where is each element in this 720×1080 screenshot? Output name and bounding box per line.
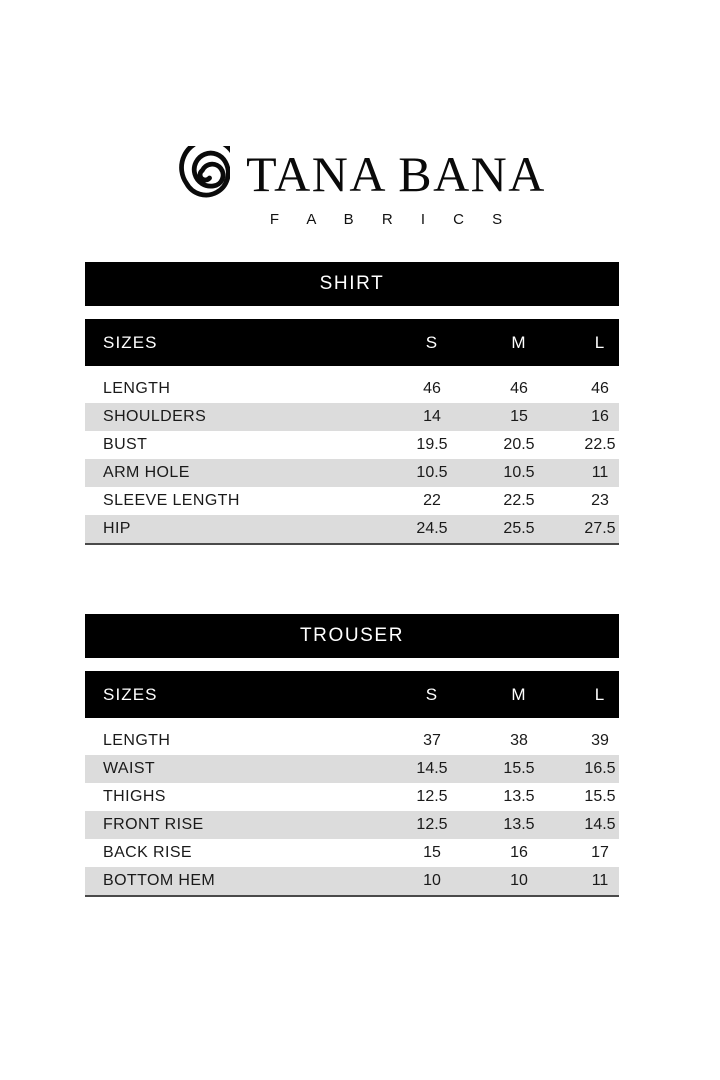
row-value-l: 11: [591, 872, 609, 889]
row-value-l: 22.5: [584, 436, 616, 453]
section-title-trouser: TROUSER: [85, 614, 619, 658]
row-value-l: 27.5: [584, 520, 616, 537]
column-header-s: S: [425, 332, 439, 352]
row-label: BUST: [103, 436, 148, 453]
sizes-label: SIZES: [103, 684, 158, 704]
table-row: FRONT RISE 12.5 13.5 14.5: [85, 811, 619, 839]
row-label: LENGTH: [103, 380, 171, 397]
row-value-s: 15: [423, 844, 441, 861]
row-value-m: 15.5: [503, 760, 535, 777]
row-value-m: 16: [510, 844, 528, 861]
row-label: FRONT RISE: [103, 816, 204, 833]
table-row: BUST 19.5 20.5 22.5: [85, 431, 619, 459]
row-value-l: 23: [591, 492, 609, 509]
row-label: SHOULDERS: [103, 408, 207, 425]
table-row: ARM HOLE 10.5 10.5 11: [85, 459, 619, 487]
sizes-header-trouser: SIZES S M L: [85, 671, 619, 718]
column-header-m: M: [511, 332, 527, 352]
row-label: LENGTH: [103, 732, 171, 749]
table-row: WAIST 14.5 15.5 16.5: [85, 755, 619, 783]
row-value-s: 14.5: [416, 760, 448, 777]
column-header-s: S: [425, 684, 439, 704]
row-value-l: 16.5: [584, 760, 616, 777]
row-value-l: 11: [591, 464, 609, 481]
brand-tagline: F A B R I C S: [269, 211, 515, 228]
row-value-l: 17: [591, 844, 609, 861]
row-value-m: 10.5: [503, 464, 535, 481]
row-value-m: 13.5: [503, 816, 535, 833]
table-row: THIGHS 12.5 13.5 15.5: [85, 783, 619, 811]
row-label: BOTTOM HEM: [103, 872, 216, 889]
table-row: SHOULDERS 14 15 16: [85, 403, 619, 431]
row-value-s: 22: [423, 492, 441, 509]
sizes-header-shirt: SIZES S M L: [85, 319, 619, 366]
row-value-m: 38: [510, 732, 528, 749]
row-label: HIP: [103, 520, 131, 537]
row-value-s: 10: [423, 872, 441, 889]
row-value-m: 46: [510, 380, 528, 397]
logo-row: TANA BANA: [174, 146, 546, 202]
spiral-icon: [179, 146, 231, 198]
row-value-l: 15.5: [584, 788, 616, 805]
row-value-m: 22.5: [503, 492, 535, 509]
table-row: LENGTH 46 46 46: [85, 375, 619, 403]
table-row: BACK RISE 15 16 17: [85, 839, 619, 867]
row-value-m: 15: [510, 408, 528, 425]
table-row: SLEEVE LENGTH 22 22.5 23: [85, 487, 619, 515]
brand-name: TANA BANA: [246, 146, 546, 202]
row-label: THIGHS: [103, 788, 166, 805]
row-value-s: 12.5: [416, 816, 448, 833]
row-value-s: 14: [423, 408, 441, 425]
row-label: WAIST: [103, 760, 156, 777]
row-value-l: 46: [591, 380, 609, 397]
sizes-label: SIZES: [103, 332, 158, 352]
row-value-s: 24.5: [416, 520, 448, 537]
row-label: SLEEVE LENGTH: [103, 492, 240, 509]
trouser-rows: LENGTH 37 38 39 WAIST 14.5 15.5 16.5 THI…: [85, 727, 619, 897]
shirt-rows: LENGTH 46 46 46 SHOULDERS 14 15 16 BUST …: [85, 375, 619, 545]
row-value-s: 19.5: [416, 436, 448, 453]
row-value-m: 25.5: [503, 520, 535, 537]
row-value-m: 13.5: [503, 788, 535, 805]
table-row: LENGTH 37 38 39: [85, 727, 619, 755]
column-header-m: M: [511, 684, 527, 704]
column-header-l: L: [594, 684, 606, 704]
row-value-l: 16: [591, 408, 609, 425]
row-value-l: 14.5: [584, 816, 616, 833]
table-row: HIP 24.5 25.5 27.5: [85, 515, 619, 543]
row-value-s: 37: [423, 732, 441, 749]
row-value-s: 46: [423, 380, 441, 397]
section-title-shirt: SHIRT: [85, 262, 619, 306]
row-label: BACK RISE: [103, 844, 192, 861]
row-label: ARM HOLE: [103, 464, 190, 481]
trouser-size-table: TROUSER SIZES S M L LENGTH 37 38 39 WAIS…: [85, 614, 619, 897]
column-header-l: L: [594, 332, 606, 352]
row-value-m: 20.5: [503, 436, 535, 453]
shirt-size-table: SHIRT SIZES S M L LENGTH 46 46 46 SHOULD…: [85, 262, 619, 545]
brand-logo: TANA BANA F A B R I C S: [0, 146, 720, 228]
row-value-s: 10.5: [416, 464, 448, 481]
row-value-m: 10: [510, 872, 528, 889]
row-value-s: 12.5: [416, 788, 448, 805]
table-row: BOTTOM HEM 10 10 11: [85, 867, 619, 895]
row-value-l: 39: [591, 732, 609, 749]
